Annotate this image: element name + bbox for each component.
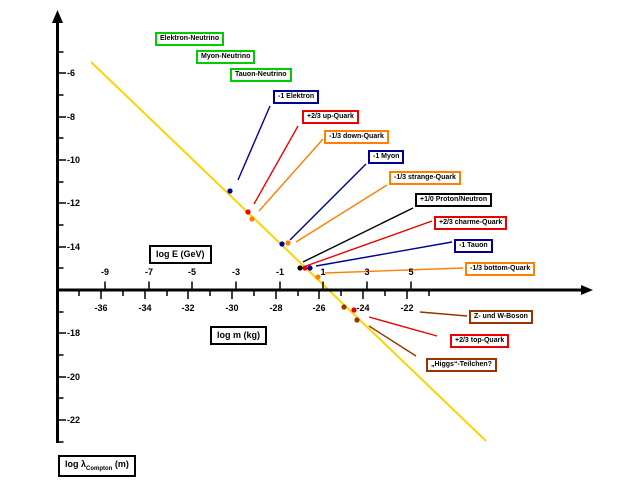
leader-line-charme	[305, 220, 433, 267]
energy-tick-label: 3	[364, 267, 370, 277]
particle-dot-strange	[285, 240, 291, 246]
particle-box-elektron-neutrino: Elektron-Neutrino	[155, 32, 225, 47]
energy-tick-label: -5	[187, 267, 197, 277]
leader-line-tauon	[315, 241, 453, 267]
leader-line-elektron	[237, 105, 271, 181]
y-tick-label: -8	[67, 112, 76, 122]
particle-dot-up	[245, 209, 251, 215]
particle-box-elektron: -1 Elektron	[273, 90, 320, 105]
y-tick-label: -18	[67, 328, 81, 338]
particle-box-down: -1/3 down-Quark	[324, 130, 389, 145]
particle-dot-bottom	[315, 274, 321, 280]
mass-tick-label: -30	[225, 303, 239, 313]
mass-tick-label: -34	[138, 303, 152, 313]
y-axis-arrow	[52, 10, 63, 23]
particle-dot-proton-neutron	[297, 265, 303, 271]
particle-dot-top	[351, 307, 357, 313]
particle-dot-tauon	[307, 265, 313, 271]
x-axis-mass-unit-box: log m (kg)	[210, 326, 267, 345]
particle-box-up: +2/3 up-Quark	[302, 110, 359, 125]
particle-box-tauon: -1 Tauon	[454, 239, 493, 254]
y-tick-label: -6	[67, 68, 76, 78]
x-axis-mass-unit-label: log m (kg)	[217, 330, 260, 340]
particle-box-top: +2/3 top-Quark	[450, 334, 510, 349]
particle-dot-higgs	[354, 317, 360, 323]
mass-tick-label: -26	[312, 303, 326, 313]
y-tick-label: -20	[67, 372, 81, 382]
x-axis-energy-unit-label: log E (GeV)	[156, 249, 205, 259]
particle-box-proton-neutron: +1/0 Proton/Neutron	[415, 193, 493, 208]
y-axis-label-subscript: Compton	[86, 465, 113, 472]
leader-line-myon	[289, 163, 367, 241]
particle-box-tauon-neutrino: Tauon-Neutrino	[230, 68, 292, 83]
energy-tick-label: -1	[275, 267, 285, 277]
particle-dot-down	[249, 216, 255, 222]
particle-box-charme: +2/3 charme-Quark	[434, 216, 508, 231]
y-axis-label-prefix: log λ	[65, 459, 87, 469]
particle-box-myon-neutrino: Myon-Neutrino	[196, 50, 256, 65]
leader-line-strange	[295, 184, 388, 243]
mass-tick-label: -28	[269, 303, 283, 313]
particle-box-bottom: -1/3 bottom-Quark	[465, 262, 536, 277]
y-tick-label: -12	[67, 198, 81, 208]
energy-tick-label: 5	[408, 267, 414, 277]
y-tick-label: -14	[67, 242, 81, 252]
leader-line-higgs	[368, 325, 417, 357]
mass-tick-label: -22	[400, 303, 414, 313]
y-tick-label: -22	[67, 415, 81, 425]
particle-box-zw-boson: Z- und W-Boson	[469, 310, 533, 325]
compton-reference-line	[90, 61, 487, 442]
x-axis-arrow	[581, 285, 593, 295]
particle-dot-zw-boson	[341, 304, 347, 310]
particle-dot-charme	[302, 265, 308, 271]
leader-line-up	[253, 125, 299, 205]
particle-dot-elektron	[227, 188, 233, 194]
y-axis-compton-unit-box: log λCompton (m)	[58, 455, 136, 477]
leader-line-zw-boson	[419, 311, 468, 317]
energy-tick-label: -7	[144, 267, 154, 277]
energy-tick-label: -3	[231, 267, 241, 277]
leader-line-top	[368, 316, 438, 337]
mass-tick-label: -36	[94, 303, 108, 313]
particle-box-strange: -1/3 strange-Quark	[389, 171, 461, 186]
mass-tick-label: -32	[181, 303, 195, 313]
particle-box-higgs: „Higgs“-Teilchen?	[426, 358, 497, 373]
energy-tick-label: 1	[320, 267, 326, 277]
y-axis-label-suffix: (m)	[112, 459, 129, 469]
energy-tick-label: -9	[100, 267, 110, 277]
leader-line-bottom	[324, 267, 464, 274]
particle-dot-myon	[279, 241, 285, 247]
leader-line-proton-neutron	[302, 207, 414, 263]
leader-line-down	[258, 138, 324, 212]
y-tick-label: -10	[67, 155, 81, 165]
particle-box-myon: -1 Myon	[368, 150, 405, 165]
mass-tick-label: -24	[356, 303, 370, 313]
x-axis-energy-unit-box: log E (GeV)	[149, 245, 212, 264]
